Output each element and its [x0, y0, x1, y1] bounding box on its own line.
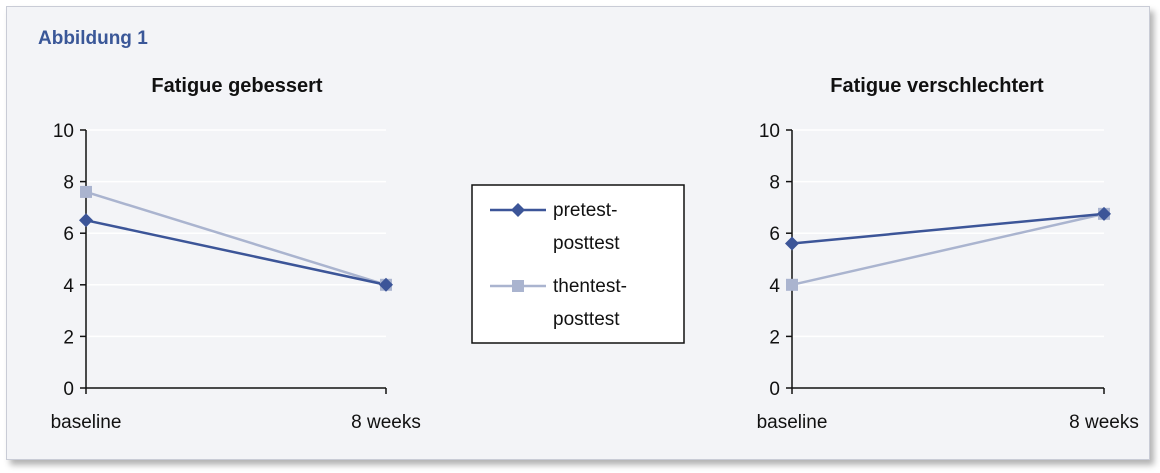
legend-marker-diamond: [511, 203, 525, 217]
legend-marker-square: [512, 280, 524, 292]
y-tick-label: 2: [63, 327, 74, 348]
chart-fatigue-gebessert: Fatigue gebessert 0 2 4 6 8 10 baseline 8 weeks: [51, 75, 421, 433]
chart-title: Fatigue verschlechtert: [830, 75, 1044, 97]
y-tick-label: 0: [63, 379, 74, 400]
y-tick-label: 2: [769, 327, 780, 348]
y-tick-label: 10: [53, 121, 74, 142]
y-tick-label: 4: [769, 276, 780, 297]
y-tick-label: 6: [769, 224, 780, 245]
x-tick-label: baseline: [757, 412, 828, 433]
data-point-pretest: [1097, 206, 1111, 221]
chart-fatigue-verschlechtert: Fatigue verschlechtert 0 2 4 6 8 10 baseline 8 …: [757, 75, 1139, 433]
legend-box: [471, 184, 685, 344]
x-tick-label: 8 weeks: [351, 412, 421, 433]
series-line-pretest: [791, 212, 1105, 245]
legend: pretest- posttest thentest- posttest: [471, 184, 685, 344]
y-tick-label: 0: [769, 379, 780, 400]
series-line-pretest: [85, 219, 387, 287]
legend-label-pretest-1: pretest-: [553, 200, 617, 221]
y-tick-label: 8: [769, 173, 780, 194]
data-point-thentest: [80, 185, 92, 198]
x-tick-label: baseline: [51, 412, 122, 433]
legend-label-thentest-1: thentest-: [553, 276, 627, 297]
data-point-pretest: [785, 236, 799, 251]
data-point-pretest: [379, 277, 393, 292]
data-point-thentest: [786, 278, 798, 291]
x-tick-label: 8 weeks: [1069, 412, 1139, 433]
y-tick-label: 4: [63, 276, 74, 297]
y-tick-label: 6: [63, 224, 74, 245]
y-tick-label: 10: [759, 121, 780, 142]
legend-label-thentest-2: posttest: [553, 309, 620, 330]
legend-label-pretest-2: posttest: [553, 233, 620, 254]
series-line-thentest: [791, 212, 1105, 287]
y-tick-label: 8: [63, 173, 74, 194]
figure-label: Abbildung 1: [38, 28, 148, 49]
chart-title: Fatigue gebessert: [151, 75, 323, 97]
series-line-thentest: [85, 190, 387, 286]
data-point-pretest: [79, 213, 93, 228]
